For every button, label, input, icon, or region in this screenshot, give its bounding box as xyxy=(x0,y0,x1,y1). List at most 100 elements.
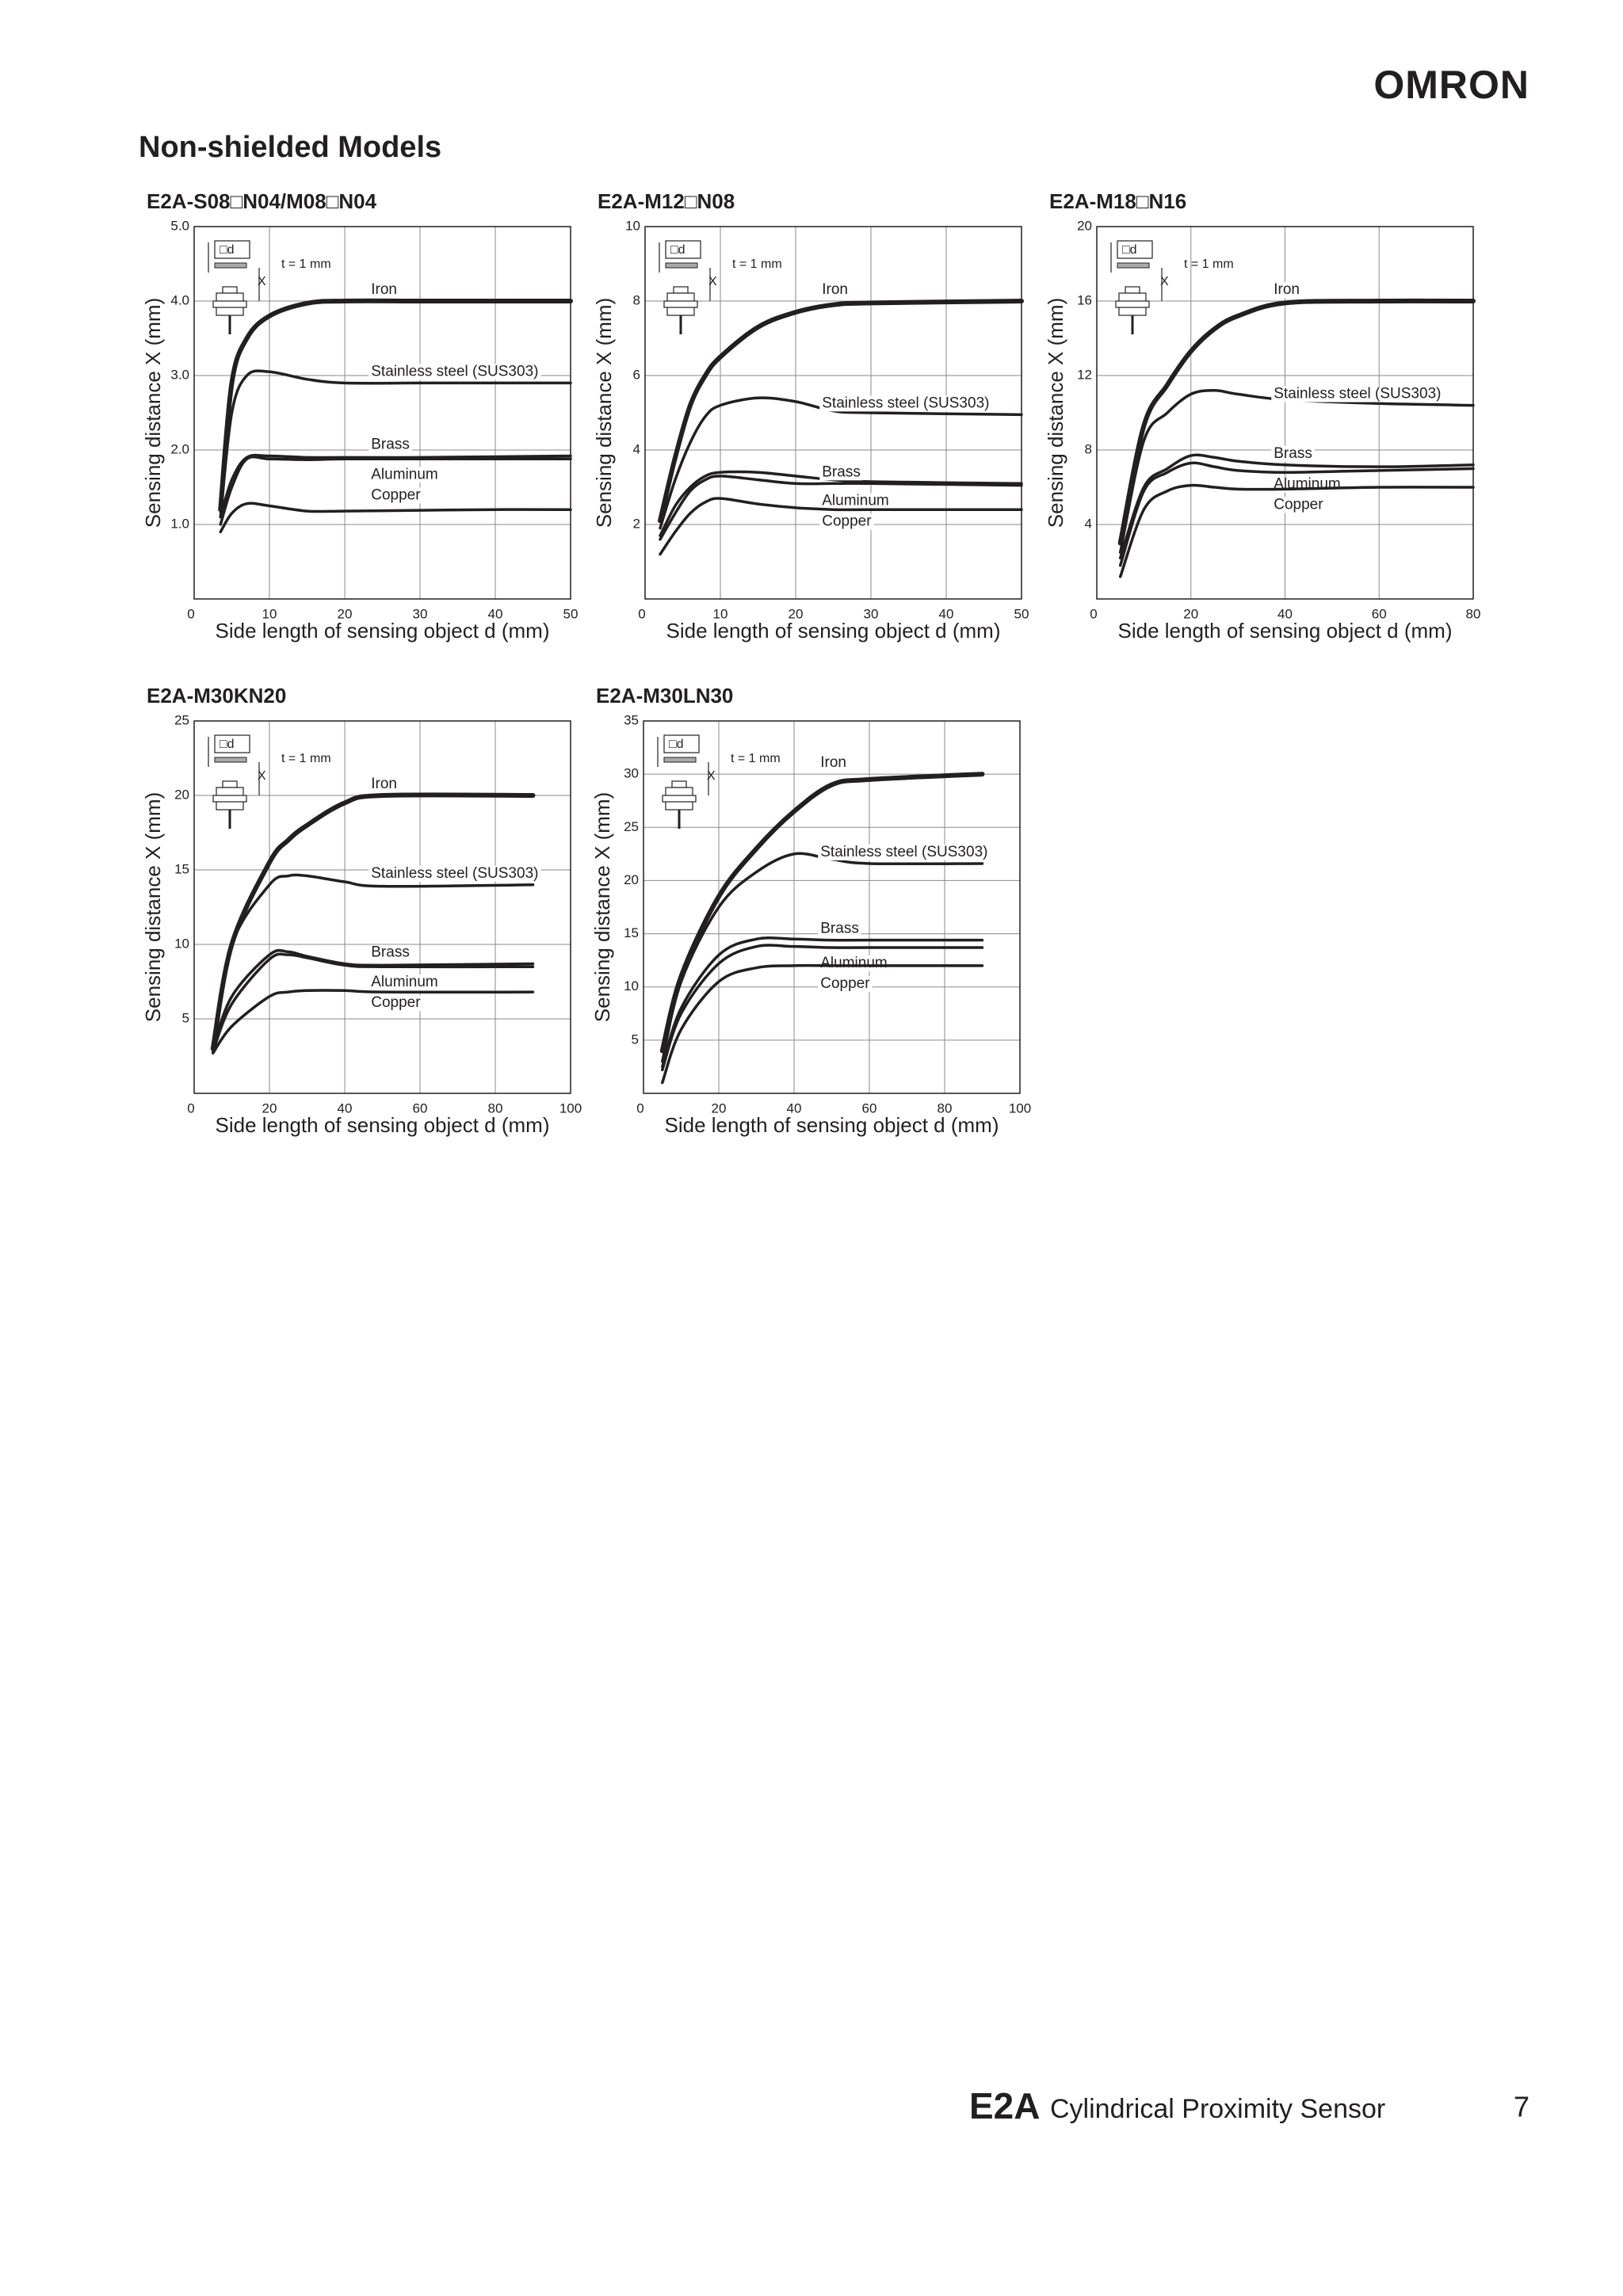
plot-frame xyxy=(193,226,571,600)
series-label: Aluminum xyxy=(822,493,888,509)
series-label: Stainless steel (SUS303) xyxy=(371,363,538,379)
y-tick-label: 2.0 xyxy=(170,441,189,456)
series-label-bg xyxy=(369,944,412,961)
series-label-bg xyxy=(819,395,992,412)
x-tick-label: 20 xyxy=(789,606,804,621)
inset-thickness-label: t = 1 mm xyxy=(731,752,781,765)
inset-target-frame xyxy=(1117,240,1153,259)
series-label-bg xyxy=(369,437,412,453)
y-tick-label: 25 xyxy=(174,712,189,727)
series-label-bg xyxy=(1271,282,1302,298)
inset-target-frame xyxy=(214,240,250,259)
y-tick-label: 4 xyxy=(1085,516,1092,531)
series-line xyxy=(661,944,984,1072)
inset-thickness-label: t = 1 mm xyxy=(281,257,331,271)
y-tick-label: 4.0 xyxy=(170,292,189,307)
x-tick-label: 30 xyxy=(864,606,879,621)
series-label: Brass xyxy=(371,944,410,960)
y-tick-label: 1.0 xyxy=(170,516,189,531)
inset-target-plate xyxy=(663,757,697,763)
inset-x-label: X xyxy=(258,769,266,783)
series-label-bg xyxy=(369,364,541,380)
series-label: Brass xyxy=(820,921,859,937)
y-tick-label: 10 xyxy=(625,218,640,233)
y-tick-label: 2 xyxy=(633,516,640,531)
series-label-bg xyxy=(369,776,399,792)
x-tick-label: 20 xyxy=(712,1100,727,1116)
inset-sensor-head xyxy=(222,780,238,788)
series-label: Brass xyxy=(822,463,861,480)
x-tick-label: 0 xyxy=(636,1100,643,1116)
series-line xyxy=(1118,461,1475,567)
inset-target-frame xyxy=(214,734,250,753)
inset-thickness-label: t = 1 mm xyxy=(1184,257,1234,271)
footer-product: E2A xyxy=(969,2085,1040,2126)
x-tick-label: 0 xyxy=(187,1100,194,1116)
inset-thickness-label: t = 1 mm xyxy=(732,257,782,271)
y-tick-label: 10 xyxy=(174,936,189,951)
x-tick-label: 80 xyxy=(488,1100,503,1116)
plot-frame xyxy=(1096,226,1474,600)
x-tick-label: 100 xyxy=(559,1100,582,1116)
inset-sensor-nut xyxy=(212,300,247,308)
chart-title: E2A-M18□N16 xyxy=(1049,189,1186,213)
series-label-bg xyxy=(818,844,991,860)
footer-description: Cylindrical Proximity Sensor xyxy=(1050,2094,1385,2124)
y-axis-label: Sensing distance X (mm) xyxy=(590,792,614,1022)
chart: 0 10 20 30 40 50 1.0 2.0 3.0 4.0 5.0 E2A-S08□N04/M0… xyxy=(141,189,579,643)
series-line xyxy=(658,299,1024,524)
series-label-bg xyxy=(369,487,423,504)
y-tick-label: 5.0 xyxy=(170,218,189,233)
y-tick-label: 20 xyxy=(1077,218,1092,233)
series-label-bg xyxy=(819,513,874,530)
x-tick-label: 60 xyxy=(1372,606,1387,621)
series-label: Aluminum xyxy=(820,955,887,971)
series-label: Stainless steel (SUS303) xyxy=(822,395,989,411)
series-line xyxy=(1118,453,1475,560)
series-label-bg xyxy=(369,995,423,1012)
inset-x-label: X xyxy=(708,275,717,288)
series-label-bg xyxy=(1271,497,1326,513)
inset-sensor-nut xyxy=(663,300,698,308)
x-tick-label: 40 xyxy=(1277,606,1293,621)
x-tick-label: 80 xyxy=(938,1100,953,1116)
x-tick-label: 80 xyxy=(1466,606,1481,621)
series-label: Iron xyxy=(371,281,397,298)
page-number: 7 xyxy=(1514,2091,1529,2123)
x-axis-label: Side length of sensing object d (mm) xyxy=(216,619,550,643)
y-axis-label: Sensing distance X (mm) xyxy=(141,298,165,528)
inset-x-label: X xyxy=(1160,275,1169,288)
series-line xyxy=(659,396,1023,530)
chart-title: E2A-M12□N08 xyxy=(598,189,735,213)
x-tick-label: 20 xyxy=(1183,606,1198,621)
inset-size-label: □d xyxy=(670,243,685,257)
inset-x-label: X xyxy=(258,275,266,288)
inset-target-plate xyxy=(214,262,247,269)
series-label: Copper xyxy=(1274,497,1323,513)
y-tick-label: 15 xyxy=(624,925,639,940)
y-axis-label: Sensing distance X (mm) xyxy=(141,792,165,1022)
series-label-bg xyxy=(369,974,441,991)
series-label-bg xyxy=(369,865,541,882)
series-label: Aluminum xyxy=(371,974,437,990)
x-tick-label: 0 xyxy=(638,606,645,621)
series-line xyxy=(219,453,572,519)
inset-sensor-nut xyxy=(1115,300,1150,308)
series-label: Iron xyxy=(1274,281,1300,298)
series-label: Brass xyxy=(371,437,410,453)
inset-size-label: □d xyxy=(669,738,684,751)
series-label: Iron xyxy=(822,281,848,298)
y-tick-label: 5 xyxy=(182,1010,189,1025)
y-tick-label: 4 xyxy=(633,441,640,456)
inset-sensor-head xyxy=(222,286,238,294)
x-tick-label: 40 xyxy=(787,1100,802,1116)
series-line xyxy=(212,989,535,1055)
series-label-bg xyxy=(818,976,873,993)
chart-title: E2A-M30LN30 xyxy=(596,684,733,707)
series-label-bg xyxy=(819,493,892,509)
y-tick-label: 16 xyxy=(1077,292,1092,307)
x-tick-label: 60 xyxy=(862,1100,877,1116)
y-tick-label: 12 xyxy=(1077,367,1092,382)
